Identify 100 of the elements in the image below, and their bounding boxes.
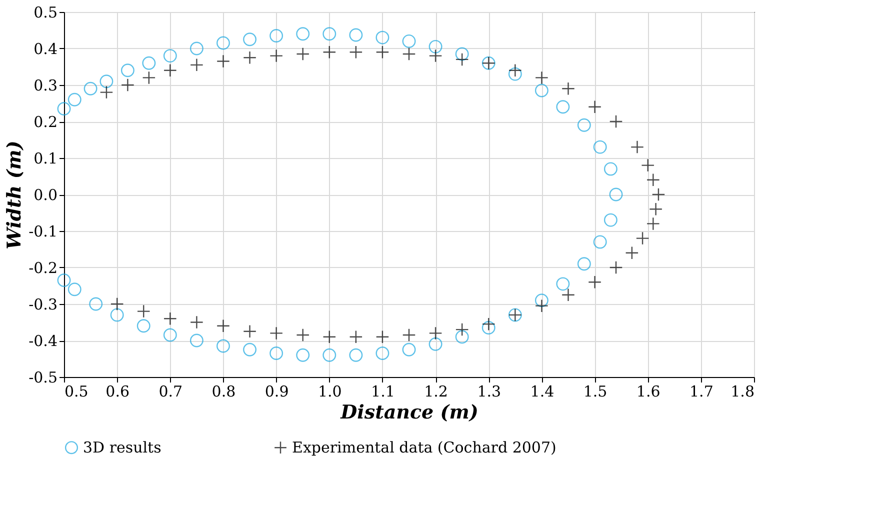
point bbox=[270, 29, 284, 42]
point bbox=[455, 47, 469, 61]
point bbox=[243, 342, 256, 356]
y-tick-label: 0.1 bbox=[34, 150, 58, 168]
point bbox=[609, 188, 623, 202]
point bbox=[100, 86, 114, 100]
point bbox=[136, 319, 150, 333]
x-tick-label: 0.7 bbox=[158, 382, 183, 400]
point bbox=[322, 27, 336, 41]
point bbox=[402, 47, 416, 61]
y-tick-label: 0.2 bbox=[34, 113, 58, 131]
point bbox=[482, 317, 496, 331]
point bbox=[402, 342, 416, 356]
x-tick-label: 1.8 bbox=[730, 382, 754, 400]
point bbox=[57, 102, 71, 116]
point bbox=[270, 326, 284, 340]
point bbox=[402, 34, 416, 48]
point bbox=[562, 82, 575, 96]
point bbox=[630, 140, 644, 154]
point bbox=[190, 58, 204, 72]
point bbox=[322, 330, 336, 344]
point bbox=[376, 45, 390, 59]
x-tick-label: 1.0 bbox=[318, 382, 342, 400]
x-tick-label: 0.6 bbox=[106, 382, 130, 400]
point bbox=[376, 330, 390, 344]
point bbox=[296, 27, 310, 41]
point bbox=[428, 326, 442, 340]
x-tick-label: 1.5 bbox=[583, 382, 608, 400]
legend-label: Experimental data (Cochard 2007) bbox=[292, 438, 556, 457]
point bbox=[190, 316, 204, 329]
point bbox=[609, 114, 623, 128]
y-tick-label: -0.4 bbox=[28, 332, 58, 350]
x-tick-label: 1.6 bbox=[636, 382, 660, 400]
point bbox=[376, 30, 390, 44]
point bbox=[216, 36, 230, 50]
point bbox=[534, 294, 548, 308]
point bbox=[120, 64, 134, 78]
point bbox=[636, 232, 650, 246]
y-tick-label: 0.4 bbox=[34, 40, 58, 58]
point bbox=[652, 188, 666, 202]
point bbox=[243, 324, 256, 338]
point bbox=[100, 74, 114, 88]
point bbox=[349, 28, 363, 42]
point bbox=[190, 334, 204, 348]
point bbox=[593, 140, 607, 154]
point bbox=[534, 84, 548, 98]
point bbox=[57, 274, 71, 287]
point bbox=[296, 348, 310, 362]
x-tick-label: 1.3 bbox=[477, 382, 502, 400]
point bbox=[428, 40, 442, 54]
x-tick-label: 0.8 bbox=[212, 382, 236, 400]
point bbox=[534, 299, 548, 313]
point bbox=[646, 216, 660, 230]
y-tick-label: -0.1 bbox=[28, 222, 58, 240]
point bbox=[593, 235, 607, 249]
y-tick-label: 0.3 bbox=[34, 76, 58, 94]
y-axis-title: Width (m) bbox=[4, 140, 26, 250]
point bbox=[562, 288, 575, 302]
point bbox=[270, 346, 284, 360]
point bbox=[604, 213, 618, 227]
x-tick-label: 1.7 bbox=[689, 382, 714, 400]
point bbox=[455, 330, 469, 344]
point bbox=[349, 348, 363, 362]
point bbox=[216, 319, 230, 333]
point bbox=[641, 158, 655, 172]
legend-label: 3D results bbox=[83, 438, 162, 457]
y-tick-label: -0.3 bbox=[28, 296, 58, 314]
point bbox=[625, 246, 639, 260]
point bbox=[163, 328, 177, 342]
y-tick-label: 0.0 bbox=[34, 186, 58, 204]
point bbox=[296, 47, 310, 61]
point bbox=[163, 49, 177, 63]
point bbox=[163, 312, 177, 326]
point bbox=[349, 45, 363, 59]
point bbox=[646, 173, 660, 187]
point bbox=[508, 64, 522, 78]
x-tick-label: 1.1 bbox=[371, 382, 395, 400]
point bbox=[243, 50, 256, 64]
point bbox=[508, 67, 522, 81]
point bbox=[588, 275, 602, 289]
point bbox=[243, 32, 256, 46]
point bbox=[428, 337, 442, 351]
point bbox=[577, 118, 591, 132]
point bbox=[349, 330, 363, 344]
point bbox=[142, 70, 156, 84]
x-tick-label: 0.9 bbox=[264, 382, 289, 400]
point bbox=[136, 304, 150, 318]
point bbox=[84, 82, 98, 96]
point bbox=[110, 297, 124, 311]
point bbox=[455, 322, 469, 336]
point bbox=[649, 202, 663, 216]
point bbox=[556, 277, 570, 291]
point bbox=[609, 260, 623, 274]
point bbox=[322, 348, 336, 362]
point bbox=[163, 64, 177, 78]
y-tick-label: 0.5 bbox=[34, 4, 58, 22]
point bbox=[142, 56, 156, 70]
point bbox=[89, 297, 103, 311]
point bbox=[216, 339, 230, 353]
point bbox=[120, 78, 134, 92]
